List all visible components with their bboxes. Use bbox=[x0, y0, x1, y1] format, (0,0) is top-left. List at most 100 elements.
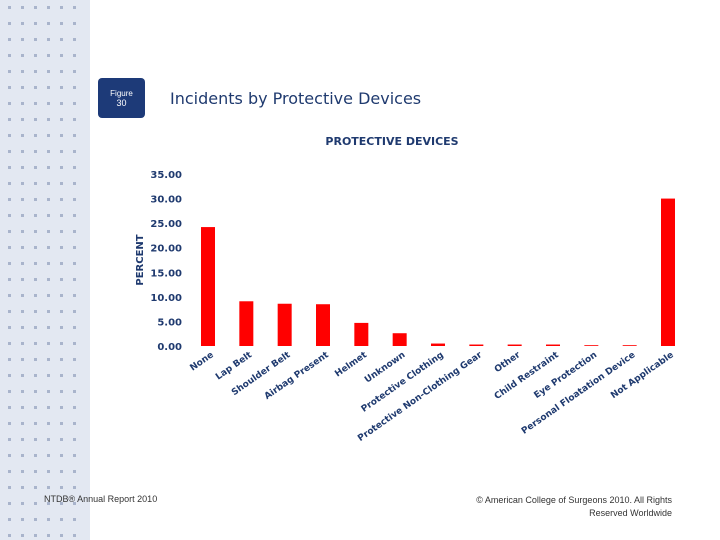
sidebar-dot bbox=[8, 134, 11, 137]
sidebar-dot bbox=[73, 86, 76, 89]
sidebar-dot bbox=[21, 6, 24, 9]
sidebar-dot bbox=[47, 6, 50, 9]
sidebar-dot bbox=[47, 22, 50, 25]
sidebar-dot bbox=[21, 182, 24, 185]
sidebar-dot bbox=[47, 230, 50, 233]
sidebar-dot bbox=[34, 134, 37, 137]
sidebar-dot bbox=[34, 70, 37, 73]
sidebar-dot bbox=[60, 246, 63, 249]
sidebar-dot bbox=[73, 262, 76, 265]
sidebar-dot bbox=[47, 502, 50, 505]
sidebar-dot bbox=[47, 38, 50, 41]
bar bbox=[277, 303, 292, 346]
sidebar-dot bbox=[21, 486, 24, 489]
x-tick-label: Child Restraint bbox=[493, 350, 561, 402]
sidebar-dot bbox=[8, 438, 11, 441]
footer-left: NTDB® Annual Report 2010 bbox=[44, 494, 158, 504]
sidebar-dot bbox=[60, 166, 63, 169]
sidebar-dot bbox=[34, 214, 37, 217]
sidebar-dot bbox=[21, 326, 24, 329]
sidebar-dot bbox=[73, 390, 76, 393]
sidebar-dot bbox=[47, 70, 50, 73]
bar bbox=[392, 333, 407, 346]
figure-badge: Figure 30 bbox=[98, 78, 145, 118]
sidebar-dot bbox=[47, 342, 50, 345]
sidebar-dot bbox=[21, 502, 24, 505]
sidebar-dot bbox=[47, 134, 50, 137]
sidebar-dot bbox=[47, 262, 50, 265]
sidebar-dot bbox=[8, 486, 11, 489]
sidebar-dot bbox=[21, 166, 24, 169]
sidebar-dot bbox=[73, 6, 76, 9]
sidebar-dot bbox=[47, 470, 50, 473]
sidebar-dot bbox=[8, 150, 11, 153]
sidebar-dot bbox=[34, 54, 37, 57]
sidebar-dot bbox=[21, 278, 24, 281]
sidebar-dot bbox=[73, 518, 76, 521]
sidebar-dot bbox=[47, 374, 50, 377]
sidebar-dot bbox=[60, 38, 63, 41]
bar bbox=[431, 343, 445, 346]
sidebar-dot bbox=[73, 182, 76, 185]
sidebar-dot bbox=[21, 54, 24, 57]
sidebar-dot bbox=[73, 214, 76, 217]
sidebar-dot bbox=[73, 406, 76, 409]
x-tick-label: Other bbox=[493, 350, 523, 375]
sidebar-dot bbox=[8, 214, 11, 217]
sidebar-dot bbox=[8, 182, 11, 185]
chart-title: PROTECTIVE DEVICES bbox=[325, 135, 458, 148]
sidebar-dot bbox=[60, 454, 63, 457]
sidebar-dot bbox=[21, 390, 24, 393]
sidebar-dot bbox=[73, 102, 76, 105]
sidebar-dot bbox=[60, 486, 63, 489]
sidebar-dot bbox=[47, 406, 50, 409]
bar bbox=[316, 304, 330, 346]
sidebar-dot bbox=[60, 358, 63, 361]
sidebar-dot bbox=[21, 214, 24, 217]
sidebar-dot bbox=[34, 102, 37, 105]
sidebar-dot bbox=[34, 262, 37, 265]
y-tick-label: 15.00 bbox=[150, 268, 182, 279]
sidebar-dot bbox=[21, 70, 24, 73]
sidebar-dot bbox=[8, 118, 11, 121]
sidebar-dot bbox=[60, 438, 63, 441]
sidebar-dot bbox=[47, 214, 50, 217]
sidebar-dot bbox=[34, 326, 37, 329]
sidebar-dot bbox=[34, 502, 37, 505]
footer-right: © American College of Surgeons 2010. All… bbox=[476, 495, 672, 518]
sidebar-dot bbox=[73, 246, 76, 249]
sidebar-dot bbox=[47, 438, 50, 441]
sidebar-dot bbox=[34, 278, 37, 281]
sidebar-dot bbox=[8, 166, 11, 169]
sidebar-dot bbox=[47, 310, 50, 313]
sidebar-dot bbox=[8, 70, 11, 73]
sidebar-dot bbox=[8, 278, 11, 281]
sidebar-dot bbox=[8, 422, 11, 425]
sidebar-dot bbox=[34, 150, 37, 153]
sidebar-dot bbox=[21, 518, 24, 521]
sidebar-dot bbox=[47, 102, 50, 105]
sidebar-dot bbox=[60, 230, 63, 233]
sidebar-dot bbox=[47, 54, 50, 57]
sidebar-dot bbox=[34, 390, 37, 393]
sidebar-dot bbox=[8, 246, 11, 249]
sidebar-dot bbox=[60, 86, 63, 89]
sidebar-dot bbox=[21, 342, 24, 345]
sidebar-dot bbox=[73, 278, 76, 281]
sidebar-dot bbox=[34, 470, 37, 473]
sidebar-dot bbox=[34, 438, 37, 441]
bar bbox=[584, 345, 599, 346]
bar bbox=[469, 344, 484, 346]
sidebar-dot bbox=[8, 470, 11, 473]
sidebar-dot bbox=[47, 454, 50, 457]
sidebar-dot bbox=[47, 294, 50, 297]
sidebar-dot bbox=[73, 422, 76, 425]
sidebar-dot bbox=[60, 262, 63, 265]
sidebar-dot bbox=[47, 118, 50, 121]
page-title: Incidents by Protective Devices bbox=[170, 89, 422, 108]
sidebar-dot bbox=[21, 118, 24, 121]
sidebar-dot bbox=[21, 422, 24, 425]
sidebar-dot bbox=[8, 374, 11, 377]
sidebar-dot bbox=[60, 118, 63, 121]
sidebar-dot bbox=[34, 374, 37, 377]
